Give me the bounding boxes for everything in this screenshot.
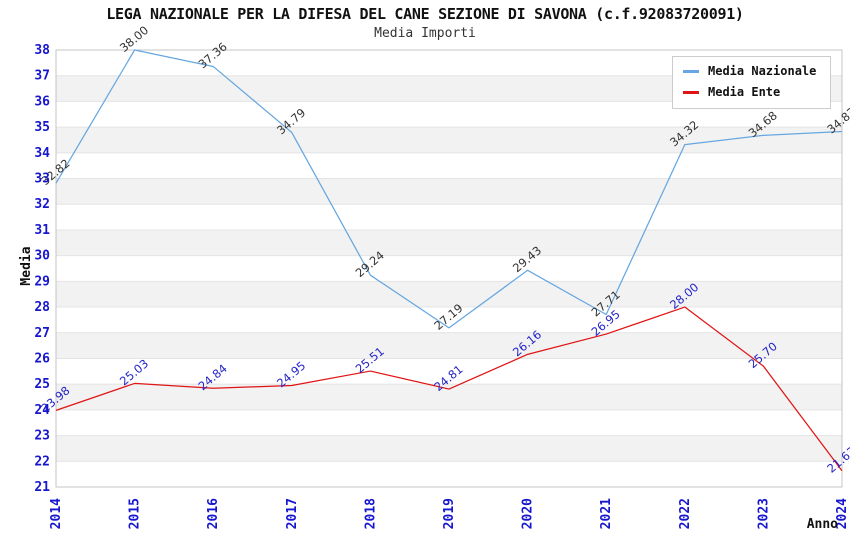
plot-stripe bbox=[56, 461, 842, 487]
y-tick-label: 23 bbox=[34, 429, 50, 444]
plot-border bbox=[55, 49, 843, 488]
legend-label-media-ente: Media Ente bbox=[708, 85, 781, 99]
plot-stripe bbox=[56, 409, 842, 436]
y-tick-label: 32 bbox=[34, 197, 50, 212]
legend-item-media-ente: Media Ente bbox=[683, 85, 816, 99]
y-tick-label: 22 bbox=[34, 454, 50, 469]
plot-stripe bbox=[56, 384, 842, 410]
legend-label-media-nazionale: Media Nazionale bbox=[708, 64, 817, 78]
y-tick-label: 31 bbox=[34, 223, 50, 238]
plot-stripe bbox=[56, 127, 842, 153]
legend-swatch-media-nazionale-icon bbox=[683, 69, 699, 73]
plot-stripe bbox=[56, 178, 842, 205]
y-tick-label: 21 bbox=[34, 480, 50, 495]
x-tick-label: 2014 bbox=[49, 498, 64, 529]
y-tick-label: 30 bbox=[34, 249, 50, 264]
x-tick-label: 2024 bbox=[835, 498, 850, 529]
y-tick-label: 25 bbox=[34, 377, 50, 392]
plot-stripe bbox=[56, 152, 842, 179]
x-tick-label: 2018 bbox=[363, 498, 378, 529]
x-tick-label: 2023 bbox=[756, 498, 771, 529]
legend-item-media-nazionale: Media Nazionale bbox=[683, 64, 816, 78]
plot-stripe bbox=[56, 435, 842, 462]
y-tick-label: 38 bbox=[34, 43, 50, 58]
y-tick-label: 33 bbox=[34, 172, 50, 187]
y-tick-label: 26 bbox=[34, 351, 50, 366]
x-tick-label: 2015 bbox=[128, 498, 143, 529]
legend-box: Media Nazionale Media Ente bbox=[672, 56, 832, 109]
series-line-media-ente bbox=[55, 306, 843, 472]
x-axis-title: Anno bbox=[807, 517, 838, 532]
x-tick-label: 2022 bbox=[678, 498, 693, 529]
y-tick-label: 36 bbox=[34, 94, 50, 109]
x-tick-label: 2020 bbox=[521, 498, 536, 529]
plot-stripe bbox=[56, 255, 842, 282]
chart-title: LEGA NAZIONALE PER LA DIFESA DEL CANE SE… bbox=[106, 5, 744, 23]
plot-stripe bbox=[56, 332, 842, 359]
x-tick-label: 2019 bbox=[442, 498, 457, 529]
plot-stripe bbox=[56, 358, 842, 385]
y-tick-label: 29 bbox=[34, 274, 50, 289]
chart-subtitle: Media Importi bbox=[374, 26, 476, 41]
x-tick-label: 2017 bbox=[285, 498, 300, 529]
y-tick-label: 35 bbox=[34, 120, 50, 135]
plot-stripe bbox=[56, 281, 842, 308]
y-tick-label: 28 bbox=[34, 300, 50, 315]
y-tick-label: 27 bbox=[34, 326, 50, 341]
y-tick-label: 34 bbox=[34, 146, 50, 161]
y-axis-title: Media bbox=[19, 246, 34, 285]
x-tick-label: 2021 bbox=[599, 498, 614, 529]
y-tick-label: 37 bbox=[34, 69, 50, 84]
series-line-media-nazionale bbox=[55, 49, 843, 329]
plot-stripe bbox=[56, 204, 842, 230]
plot-stripe bbox=[56, 229, 842, 256]
x-tick-label: 2016 bbox=[206, 498, 221, 529]
y-tick-label: 24 bbox=[34, 403, 50, 418]
legend-swatch-media-ente-icon bbox=[683, 90, 699, 94]
